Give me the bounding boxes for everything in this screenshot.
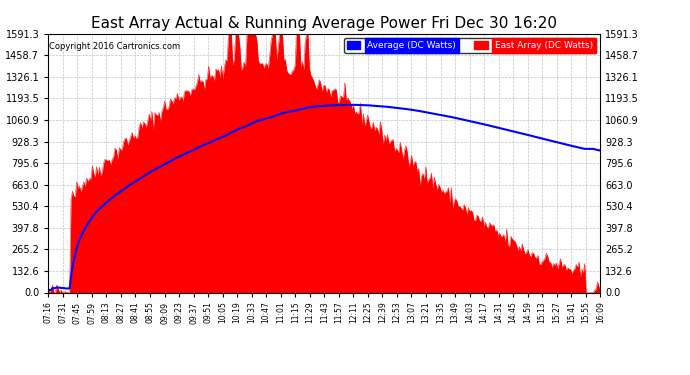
Text: Copyright 2016 Cartronics.com: Copyright 2016 Cartronics.com [50, 42, 181, 51]
Legend: Average (DC Watts), East Array (DC Watts): Average (DC Watts), East Array (DC Watts… [344, 38, 595, 53]
Title: East Array Actual & Running Average Power Fri Dec 30 16:20: East Array Actual & Running Average Powe… [91, 16, 558, 31]
